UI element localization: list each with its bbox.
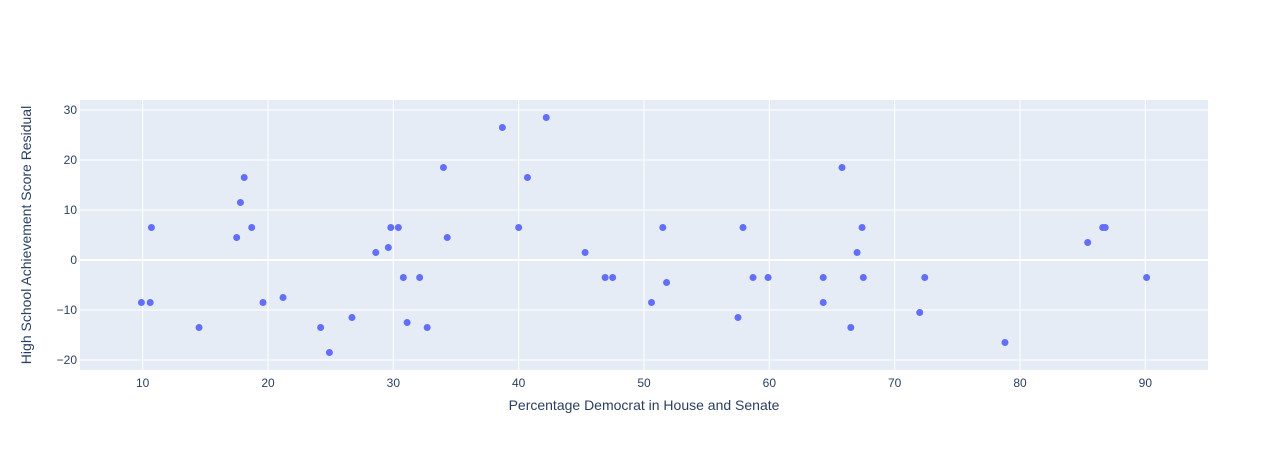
scatter-point[interactable]: [659, 224, 667, 231]
scatter-point[interactable]: [384, 244, 392, 251]
y-tick-label: 10: [64, 203, 78, 217]
scatter-point[interactable]: [439, 164, 447, 171]
scatter-point[interactable]: [498, 124, 506, 131]
scatter-point[interactable]: [858, 224, 866, 231]
scatter-point[interactable]: [1001, 339, 1009, 346]
scatter-point[interactable]: [819, 299, 827, 306]
x-tick-label: 50: [637, 376, 651, 390]
scatter-point[interactable]: [233, 234, 241, 241]
x-tick-label: 30: [387, 376, 401, 390]
x-tick-label: 40: [512, 376, 526, 390]
x-tick-label: 80: [1013, 376, 1027, 390]
scatter-point[interactable]: [515, 224, 523, 231]
scatter-point[interactable]: [348, 314, 356, 321]
scatter-point[interactable]: [195, 324, 203, 331]
scatter-point[interactable]: [734, 314, 742, 321]
y-axis-title: High School Achievement Score Residual: [18, 106, 34, 364]
y-tick-label: 20: [64, 153, 78, 167]
x-tick-label: 90: [1139, 376, 1153, 390]
scatter-point[interactable]: [648, 299, 656, 306]
scatter-point[interactable]: [259, 299, 267, 306]
scatter-point[interactable]: [847, 324, 855, 331]
x-axis-title: Percentage Democrat in House and Senate: [509, 397, 780, 413]
x-tick-label: 70: [888, 376, 902, 390]
scatter-point[interactable]: [403, 319, 411, 326]
scatter-point[interactable]: [1143, 274, 1151, 281]
scatter-point[interactable]: [279, 294, 287, 301]
scatter-point[interactable]: [1101, 224, 1109, 231]
scatter-point[interactable]: [601, 274, 609, 281]
y-tick-label: 30: [64, 103, 78, 117]
scatter-point[interactable]: [542, 114, 550, 121]
x-tick-label: 60: [763, 376, 777, 390]
scatter-point[interactable]: [581, 249, 589, 256]
scatter-point[interactable]: [523, 174, 531, 181]
scatter-point[interactable]: [416, 274, 424, 281]
scatter-point[interactable]: [372, 249, 380, 256]
scatter-point[interactable]: [443, 234, 451, 241]
data-points: [137, 114, 1151, 356]
scatter-point[interactable]: [916, 309, 924, 316]
scatter-point[interactable]: [764, 274, 772, 281]
scatter-point[interactable]: [749, 274, 757, 281]
scatter-point[interactable]: [236, 199, 244, 206]
scatter-point[interactable]: [317, 324, 325, 331]
y-tick-label: 0: [70, 253, 77, 267]
scatter-point[interactable]: [609, 274, 617, 281]
scatter-point[interactable]: [819, 274, 827, 281]
scatter-point[interactable]: [147, 224, 155, 231]
scatter-point[interactable]: [137, 299, 145, 306]
scatter-point[interactable]: [394, 224, 402, 231]
scatter-point[interactable]: [1084, 239, 1092, 246]
x-tick-label: 10: [136, 376, 150, 390]
y-tick-labels: −20 −10 0 10 20 30: [57, 103, 78, 367]
scatter-point[interactable]: [838, 164, 846, 171]
scatter-point[interactable]: [325, 349, 333, 356]
scatter-point[interactable]: [739, 224, 747, 231]
scatter-point[interactable]: [240, 174, 248, 181]
x-tick-labels: 10 20 30 40 50 60 70 80 90: [136, 376, 1152, 390]
scatter-point[interactable]: [146, 299, 154, 306]
scatter-point[interactable]: [859, 274, 867, 281]
grid-lines: [80, 100, 1208, 370]
y-tick-label: −20: [57, 353, 78, 367]
scatter-point[interactable]: [399, 274, 407, 281]
scatter-point[interactable]: [248, 224, 256, 231]
scatter-point[interactable]: [921, 274, 929, 281]
scatter-point[interactable]: [423, 324, 431, 331]
scatter-point[interactable]: [387, 224, 395, 231]
scatter-point[interactable]: [663, 279, 671, 286]
y-tick-label: −10: [57, 303, 78, 317]
x-tick-label: 20: [261, 376, 275, 390]
scatter-point[interactable]: [853, 249, 861, 256]
